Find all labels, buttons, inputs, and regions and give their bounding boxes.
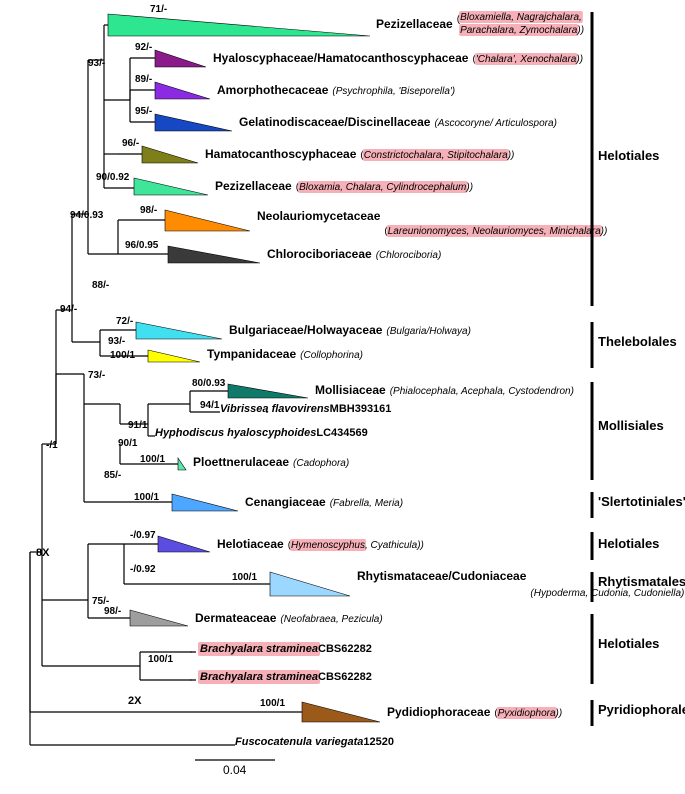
svg-text:Dermateaceae: Dermateaceae	[195, 611, 277, 625]
svg-text:Tympanidaceae: Tympanidaceae	[207, 347, 296, 361]
svg-text:93/-: 93/-	[88, 58, 105, 69]
svg-text:93/-: 93/-	[108, 336, 125, 347]
svg-text:Bloxamia, Chalara, Cylindrocep: Bloxamia, Chalara, Cylindrocephalum	[299, 182, 466, 193]
svg-text:Helotiales: Helotiales	[598, 536, 659, 551]
svg-text:CBS62282: CBS62282	[318, 643, 372, 655]
svg-text:Lareunionomyces, Neolauriomyce: Lareunionomyces, Neolauriomyces, Minicha…	[388, 226, 601, 237]
svg-text:(Collophorina): (Collophorina)	[300, 350, 363, 361]
svg-text:Mollisiaceae: Mollisiaceae	[315, 383, 386, 397]
svg-text:)): ))	[465, 182, 473, 193]
svg-text:(Bulgaria/Holwaya): (Bulgaria/Holwaya)	[386, 326, 470, 337]
svg-text:'Chalara', Xenochalara: 'Chalara', Xenochalara	[476, 54, 577, 65]
svg-text:100/1: 100/1	[260, 698, 285, 709]
svg-text:Bloxamiella, Nagrajchalara,: Bloxamiella, Nagrajchalara,	[460, 12, 582, 23]
svg-text:91/1: 91/1	[128, 420, 148, 431]
svg-text:Helotiales: Helotiales	[598, 636, 659, 651]
svg-text:Amorphothecaceae: Amorphothecaceae	[217, 83, 329, 97]
svg-text:Rhytismataceae/Cudoniaceae: Rhytismataceae/Cudoniaceae	[357, 569, 527, 583]
svg-text:98/-: 98/-	[140, 205, 157, 216]
svg-text:Pydidiophoraceae: Pydidiophoraceae	[387, 705, 491, 719]
svg-text:Vibrissea flavovirens: Vibrissea flavovirens	[220, 403, 330, 415]
svg-text:Rhytismatales: Rhytismatales	[598, 574, 685, 589]
svg-text:75/-: 75/-	[92, 596, 109, 607]
svg-text:LC434569: LC434569	[316, 427, 367, 439]
svg-text:Hyaloscyphaceae/Hamatocanthosc: Hyaloscyphaceae/Hamatocanthoscyphaceae	[213, 51, 469, 65]
svg-text:Pezizellaceae: Pezizellaceae	[215, 179, 292, 193]
svg-text:Hamatocanthoscyphaceae: Hamatocanthoscyphaceae	[205, 147, 357, 161]
svg-text:100/1: 100/1	[140, 454, 165, 465]
svg-text:Bulgariaceae/Holwayaceae: Bulgariaceae/Holwayaceae	[229, 323, 383, 337]
svg-text:Gelatinodiscaceae/Discinellace: Gelatinodiscaceae/Discinellaceae	[239, 115, 431, 129]
svg-text:Fuscocatenula variegata: Fuscocatenula variegata	[235, 736, 363, 748]
svg-text:Hyphodiscus hyaloscyphoides: Hyphodiscus hyaloscyphoides	[155, 427, 316, 439]
svg-text:71/-: 71/-	[150, 4, 167, 15]
svg-text:Constrictochalara, Stipitochal: Constrictochalara, Stipitochalara	[364, 150, 508, 161]
svg-text:Brachyalara straminea: Brachyalara straminea	[200, 643, 318, 655]
phylogenetic-tree: Pezizellaceae(Bloxamiella, Nagrajchalara…	[0, 0, 685, 794]
svg-text:(Cadophora): (Cadophora)	[293, 458, 349, 469]
svg-text:Pyridiophorales: Pyridiophorales	[598, 702, 685, 717]
svg-text:92/-: 92/-	[135, 42, 152, 53]
svg-text:2X: 2X	[128, 695, 142, 707]
svg-text:95/-: 95/-	[135, 106, 152, 117]
svg-text:)): ))	[600, 226, 608, 237]
svg-text:73/-: 73/-	[88, 370, 105, 381]
svg-text:96/-: 96/-	[122, 138, 139, 149]
svg-text:-/1: -/1	[46, 440, 58, 451]
svg-text:96/0.95: 96/0.95	[125, 240, 159, 251]
svg-text:)): ))	[507, 150, 515, 161]
svg-text:94/1: 94/1	[200, 400, 220, 411]
svg-text:)): ))	[575, 54, 583, 65]
svg-text:100/1: 100/1	[134, 492, 159, 503]
svg-text:88/-: 88/-	[92, 280, 109, 291]
svg-text:Pezizellaceae: Pezizellaceae	[376, 17, 453, 31]
svg-text:Helotiales: Helotiales	[598, 148, 659, 163]
svg-text:'Slertotiniales': 'Slertotiniales'	[598, 494, 685, 509]
svg-text:(Hypoderma, Cudonia, Cudoniell: (Hypoderma, Cudonia, Cudoniella)	[530, 588, 684, 599]
svg-text:Thelebolales: Thelebolales	[598, 334, 677, 349]
svg-text:-/0.92: -/0.92	[130, 564, 156, 575]
svg-text:100/1: 100/1	[110, 350, 135, 361]
svg-text:72/-: 72/-	[116, 316, 133, 327]
svg-text:Parachalara, Zymochalara: Parachalara, Zymochalara	[460, 25, 578, 36]
svg-text:Neolauriomycetaceae: Neolauriomycetaceae	[257, 209, 381, 223]
svg-text:100/1: 100/1	[148, 654, 173, 665]
svg-text:100/1: 100/1	[232, 572, 257, 583]
svg-text:85/-: 85/-	[104, 470, 121, 481]
svg-text:Helotiaceae: Helotiaceae	[217, 537, 284, 551]
svg-text:(Fabrella, Meria): (Fabrella, Meria)	[330, 498, 403, 509]
svg-text:80/0.93: 80/0.93	[192, 378, 226, 389]
svg-text:12520: 12520	[363, 736, 394, 748]
svg-text:(Neofabraea, Pezicula): (Neofabraea, Pezicula)	[280, 614, 382, 625]
svg-text:)): ))	[555, 708, 563, 719]
svg-text:94/-: 94/-	[60, 304, 77, 315]
svg-text:90/0.92: 90/0.92	[96, 172, 130, 183]
svg-text:MBH393161: MBH393161	[330, 403, 392, 415]
svg-text:Brachyalara straminea: Brachyalara straminea	[200, 671, 318, 683]
svg-text:Ploettnerulaceae: Ploettnerulaceae	[193, 455, 289, 469]
svg-text:)): ))	[576, 25, 584, 36]
svg-text:0.04: 0.04	[223, 763, 247, 777]
svg-text:98/-: 98/-	[104, 606, 121, 617]
svg-text:Cenangiaceae: Cenangiaceae	[245, 495, 326, 509]
svg-text:8X: 8X	[36, 547, 50, 559]
svg-text:(Chlorociboria): (Chlorociboria)	[376, 250, 442, 261]
svg-text:, Cyathicula)): , Cyathicula))	[365, 540, 424, 551]
svg-text:(Psychrophila, 'Biseporella'): (Psychrophila, 'Biseporella')	[332, 86, 455, 97]
svg-text:(Ascocoryne/ Articulospora): (Ascocoryne/ Articulospora)	[434, 118, 556, 129]
svg-text:(Phialocephala, Acephala, Cyst: (Phialocephala, Acephala, Cystodendron)	[390, 386, 574, 397]
svg-text:Hymenoscyphus: Hymenoscyphus	[291, 540, 365, 551]
svg-text:94/0.93: 94/0.93	[70, 210, 104, 221]
svg-text:89/-: 89/-	[135, 74, 152, 85]
svg-text:Chlorociboriaceae: Chlorociboriaceae	[267, 247, 372, 261]
svg-text:-/0.97: -/0.97	[130, 530, 156, 541]
svg-text:90/1: 90/1	[118, 438, 138, 449]
svg-text:Mollisiales: Mollisiales	[598, 418, 664, 433]
svg-text:Pyxidiophora: Pyxidiophora	[498, 708, 556, 719]
svg-text:CBS62282: CBS62282	[318, 671, 372, 683]
